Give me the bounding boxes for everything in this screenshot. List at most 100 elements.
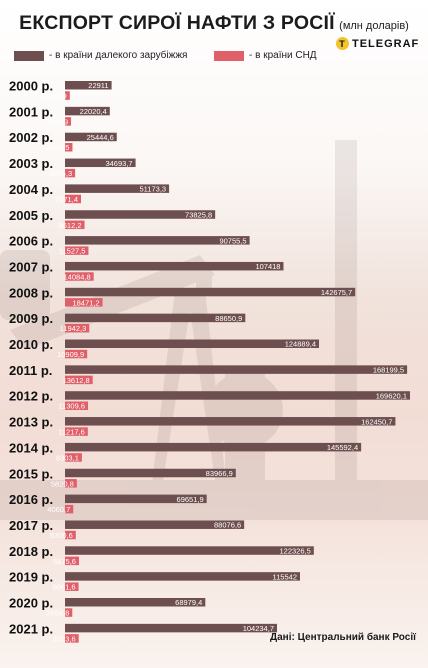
year-label: 2004 р. [9, 182, 53, 197]
bar-cis [65, 168, 76, 178]
bar-cis [65, 220, 85, 230]
year-label: 2003 р. [9, 156, 53, 171]
year-label: 2017 р. [9, 518, 53, 533]
data-label-far-abroad: 124889,4 [285, 340, 316, 349]
data-label-cis: 6733,6 [53, 634, 76, 643]
bar-far-abroad [65, 365, 408, 374]
legend-swatch-cis [214, 50, 244, 61]
bar-far-abroad [65, 442, 362, 452]
legend-item-far-abroad: - в країни далекого зарубіжжя [14, 50, 187, 61]
data-label-cis: 14084,8 [64, 272, 91, 281]
year-label: 2012 р. [9, 389, 53, 404]
data-label-cis: 2360,9 [44, 92, 67, 101]
bar-far-abroad [65, 210, 216, 219]
data-label-cis: 2969,9 [45, 117, 68, 126]
year-label: 2019 р. [9, 570, 53, 585]
bar-far-abroad [65, 520, 245, 529]
data-label-far-abroad: 34693,7 [105, 159, 132, 168]
bar-cis [65, 634, 79, 643]
data-label-far-abroad: 83966,9 [206, 469, 233, 478]
bar-cis [65, 349, 88, 359]
bar-far-abroad [65, 81, 112, 90]
data-label-cis: 11309,6 [58, 402, 85, 411]
data-label-far-abroad: 51173,3 [140, 185, 167, 194]
data-label-cis: 3668,5 [47, 143, 70, 152]
bar-cis [65, 323, 90, 333]
data-label-cis: 10909,9 [57, 350, 84, 359]
data-label-far-abroad: 73825,8 [185, 210, 212, 219]
legend-swatch-far-abroad [14, 50, 44, 61]
bar-far-abroad [65, 236, 250, 245]
data-label-far-abroad: 69651,9 [177, 495, 204, 504]
bar-far-abroad [65, 132, 117, 142]
bar-far-abroad [65, 391, 410, 400]
bar-cis [65, 117, 72, 126]
bar-cis [65, 530, 76, 540]
bar-far-abroad [65, 184, 170, 193]
bar-far-abroad [65, 158, 136, 168]
chart-unit: (млн доларів) [339, 20, 409, 32]
bar-far-abroad [65, 598, 206, 607]
year-label: 2010 р. [9, 337, 53, 352]
data-label-cis: 5820,8 [51, 479, 74, 488]
bar-cis [65, 246, 89, 255]
bar-cis [65, 582, 79, 591]
data-label-far-abroad: 122326,5 [280, 547, 311, 556]
data-label-far-abroad: 145592,4 [327, 443, 358, 452]
bar-cis [65, 453, 82, 462]
year-label: 2021 р. [9, 621, 53, 636]
bar-cis [65, 194, 82, 204]
year-label: 2002 р. [9, 130, 53, 145]
bar-far-abroad [65, 339, 320, 348]
bar-far-abroad [65, 287, 356, 297]
telegraf-logo: T TELEGRAF [336, 37, 419, 50]
bar-cis [65, 504, 74, 514]
data-label-far-abroad: 68979,4 [175, 598, 202, 607]
bar-cis [65, 375, 93, 385]
year-label: 2014 р. [9, 440, 53, 455]
data-label-cis: 4060,7 [47, 505, 70, 514]
year-label: 2016 р. [9, 492, 53, 507]
bar-cis [65, 91, 70, 100]
legend-label-cis: - в країни СНД [249, 50, 317, 61]
bar-far-abroad [65, 572, 301, 581]
bar-cis [65, 479, 77, 488]
data-label-cis: 9612,2 [59, 221, 82, 230]
data-label-far-abroad: 115542 [273, 572, 297, 581]
chart-title-block: ЕКСПОРТ СИРОЇ НАФТИ З РОСІЇ (млн доларів… [0, 12, 428, 35]
data-label-far-abroad: 90755,5 [219, 236, 246, 245]
legend-label-far-abroad: - в країни далекого зарубіжжя [49, 50, 188, 61]
data-label-cis: 3584,8 [46, 609, 69, 618]
legend-item-cis: - в країни СНД [214, 50, 317, 61]
bar-far-abroad [65, 468, 236, 478]
data-label-far-abroad: 168199,5 [373, 366, 404, 375]
bar-cis [65, 143, 73, 152]
year-label: 2001 р. [9, 104, 53, 119]
bar-cis [65, 556, 79, 566]
data-label-cis: 6661,6 [53, 583, 76, 592]
data-label-far-abroad: 22020,4 [80, 107, 107, 116]
year-label: 2009 р. [9, 311, 53, 326]
year-label: 2020 р. [9, 596, 53, 611]
bar-far-abroad [65, 546, 314, 555]
bar-far-abroad [65, 313, 246, 323]
data-label-cis: 4985,3 [49, 169, 72, 178]
bar-far-abroad [65, 494, 207, 504]
year-label: 2005 р. [9, 208, 53, 223]
bar-far-abroad [65, 106, 110, 116]
data-label-far-abroad: 88076,6 [214, 521, 241, 530]
data-label-cis: 13612,8 [63, 376, 90, 385]
data-label-cis: 5300,6 [50, 531, 73, 540]
bar-far-abroad [65, 261, 284, 271]
data-label-cis: 7871,4 [55, 195, 78, 204]
year-label: 2011 р. [9, 363, 52, 378]
year-label: 2013 р. [9, 415, 53, 430]
chart-title: ЕКСПОРТ СИРОЇ НАФТИ З РОСІЇ [19, 12, 335, 34]
data-label-far-abroad: 88650,9 [215, 314, 242, 323]
data-label-cis: 11217,6 [58, 428, 85, 437]
data-label-cis: 11942,3 [60, 324, 87, 333]
year-label: 2007 р. [9, 259, 53, 274]
bar-far-abroad [65, 623, 278, 633]
bar-far-abroad [65, 417, 396, 426]
